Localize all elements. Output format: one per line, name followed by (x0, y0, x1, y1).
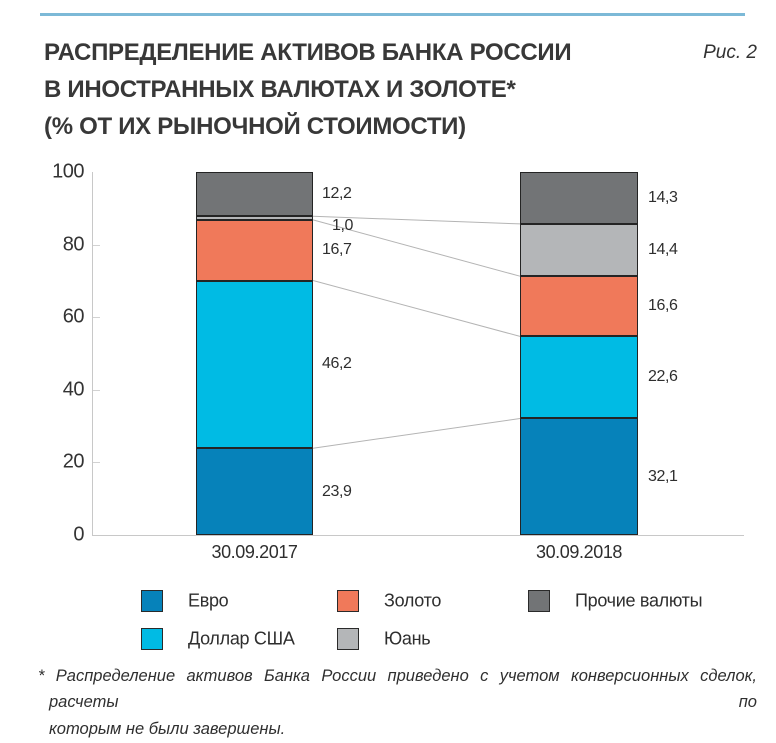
y-axis-tick (93, 244, 100, 246)
x-axis-line (92, 535, 744, 536)
y-axis-label: 40 (62, 378, 85, 401)
legend-label-евро: Евро (188, 590, 229, 611)
value-label: 14,3 (648, 188, 678, 206)
y-axis-label: 60 (62, 305, 85, 328)
legend-label-юань: Юань (384, 628, 431, 649)
y-axis-line (92, 172, 93, 535)
chart-title-line-3: (% ОТ ИХ РЫНОЧНОЙ СТОИМОСТИ) (44, 113, 466, 140)
chart-title-line-1: РАСПРЕДЕЛЕНИЕ АКТИВОВ БАНКА РОССИИ (44, 39, 572, 66)
bar-segment-золото (520, 276, 638, 337)
legend-swatch-юань (337, 628, 359, 650)
bar-segment-юань (520, 223, 638, 277)
bar-segment-прочие-валюты (196, 172, 313, 217)
legend-label-золото: Золото (384, 590, 442, 611)
value-label: 32,1 (648, 467, 678, 485)
footnote-line-1: * Распределение активов Банка России при… (38, 667, 757, 712)
value-label: 46,2 (322, 355, 352, 373)
y-axis-tick (93, 317, 100, 319)
legend-label-прочие-валюты: Прочие валюты (575, 590, 703, 611)
figure-number: Рис. 2 (703, 42, 757, 63)
y-axis-label: 0 (73, 523, 84, 546)
y-axis-tick (93, 389, 100, 391)
value-label: 14,4 (648, 241, 678, 259)
bar-segment-доллар-сша (520, 336, 638, 419)
legend-swatch-евро (141, 590, 163, 612)
bar-segment-юань (196, 216, 313, 220)
value-label: 1,0 (332, 217, 354, 235)
bar-segment-золото (196, 219, 313, 281)
y-axis-tick (93, 462, 100, 464)
legend-swatch-прочие-валюты (528, 590, 550, 612)
legend-label-доллар-сша: Доллар США (188, 628, 295, 649)
legend-swatch-золото (337, 590, 359, 612)
y-axis-label: 20 (62, 450, 85, 473)
x-axis-label: 30.09.2017 (211, 542, 298, 562)
bar-segment-евро (520, 418, 638, 535)
chart-title: РАСПРЕДЕЛЕНИЕ АКТИВОВ БАНКА РОССИИ В ИНО… (44, 34, 572, 145)
bar-segment-евро (196, 448, 313, 535)
y-axis-label: 100 (52, 160, 84, 183)
legend-swatch-доллар-сша (141, 628, 163, 650)
footnote: * Распределение активов Банка России при… (38, 663, 757, 742)
value-label: 12,2 (322, 185, 352, 203)
bar-segment-прочие-валюты (520, 172, 638, 224)
chart-title-line-2: В ИНОСТРАННЫХ ВАЛЮТАХ И ЗОЛОТЕ* (44, 76, 516, 103)
footnote-line-2: которым не были завершены. (49, 719, 286, 738)
bar-segment-доллар-сша (196, 280, 313, 449)
value-label: 16,7 (322, 241, 352, 259)
top-accent-rule (40, 13, 745, 16)
x-axis-label: 30.09.2018 (535, 542, 623, 562)
y-axis-label: 80 (62, 233, 85, 256)
value-label: 23,9 (322, 482, 352, 500)
value-label: 16,6 (648, 297, 678, 315)
value-label: 22,6 (648, 368, 678, 386)
